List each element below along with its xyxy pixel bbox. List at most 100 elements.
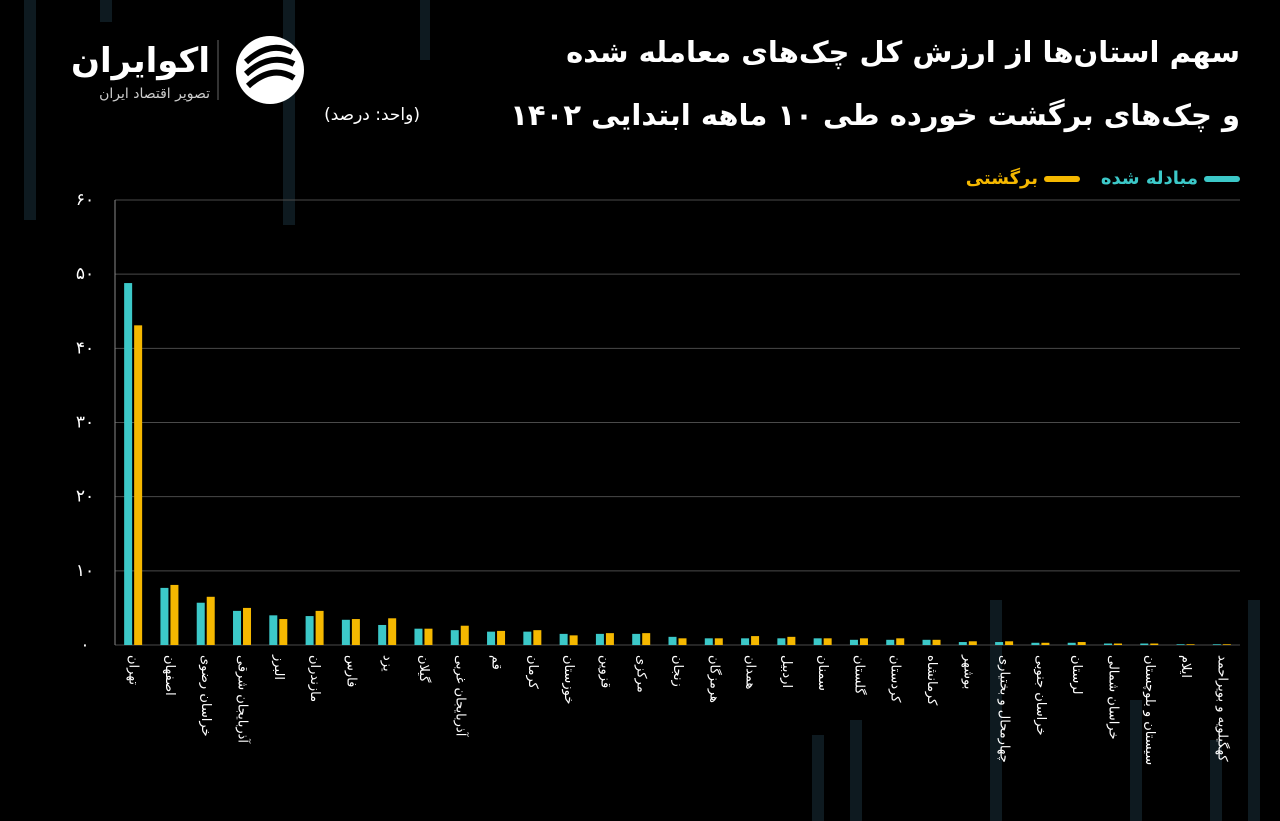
bar [533,630,542,645]
bar [787,636,796,645]
bar [388,618,397,645]
x-tick-label: کرمانشاه [924,655,939,706]
bar [958,642,967,645]
legend-label: برگشتی [966,167,1038,189]
bar [124,283,133,645]
bar [678,638,687,645]
x-tick-label: تهران [126,655,141,685]
x-tick-label: مرکزی [634,655,649,693]
bar [1176,644,1185,645]
bar [1212,644,1221,645]
bar [1150,643,1159,645]
x-tick-label: اصفهان [162,655,177,696]
x-tick-label: خوزستان [561,655,576,704]
bar [714,638,723,645]
x-tick-label: بوشهر [960,654,975,689]
bar [1067,642,1076,645]
x-tick-label: کهگیلویه و بویراحمد [1214,655,1230,762]
y-tick-label: ۴۰ [76,338,94,358]
bar [424,628,433,645]
bar [741,638,750,645]
y-tick-label: ۰ [80,635,89,655]
bar [932,639,941,645]
bar [233,610,242,645]
bar [315,610,324,645]
bar [523,631,532,645]
bar [1005,641,1014,645]
bar [777,638,786,645]
x-tick-label: فارس [343,655,358,687]
y-tick-label: ۳۰ [76,413,94,433]
bar [849,639,858,645]
bar [605,633,614,645]
bar [450,630,459,645]
y-tick-label: ۵۰ [76,264,94,284]
bar [1140,643,1149,645]
x-tick-label: مازندران [307,655,322,702]
x-tick-label: خراسان شمالی [1105,655,1120,740]
x-tick-label: خراسان جنوبی [1033,655,1048,735]
y-tick-label: ۶۰ [76,190,94,210]
bar [414,628,423,645]
bar [813,638,822,645]
bar [1031,642,1040,645]
x-tick-label: سیستان و بلوچستان [1142,655,1157,765]
bar [269,615,278,645]
bar [704,638,713,645]
x-tick-label: آذربایجان شرقی [235,655,252,744]
bar [134,325,143,645]
bar [968,641,977,645]
bar [341,619,350,645]
bar [1077,642,1086,645]
bar [196,602,205,645]
background-decor [24,0,1260,821]
bar [823,638,832,645]
bar [497,630,506,645]
bar [995,642,1004,645]
x-tick-label: چهارمحال و بختیاری [997,655,1012,763]
bar [642,633,651,645]
x-tick-label: یزد [380,655,395,672]
y-tick-label: ۲۰ [76,487,94,507]
bar [487,631,496,645]
x-tick-label: ایلام [1178,655,1193,678]
x-tick-label: قزوین [597,655,612,688]
x-tick-label: خراسان رضوی [198,655,213,737]
bar [305,616,314,645]
brand-tagline: تصویر اقتصاد ایران [99,86,210,102]
y-tick-label: ۱۰ [76,561,94,581]
x-tick-label: همدان [743,655,758,689]
legend-swatch [1204,176,1240,182]
x-tick-label: قم [489,655,504,670]
x-tick-label: کردستان [888,655,903,703]
bar [922,639,931,645]
legend-swatch [1044,176,1080,182]
bar [668,636,677,645]
bar [1222,644,1231,645]
bar [378,624,387,645]
x-tick-label: آذربایجان غربی [452,655,469,738]
legend-label: مبادله شده [1101,168,1198,189]
bar [1103,643,1112,645]
bar [170,584,179,645]
bar [751,636,760,645]
bar [595,633,604,645]
bar [859,638,868,645]
bar [351,619,360,645]
bar [206,596,215,645]
logo: اکوایران تصویر اقتصاد ایران [71,36,304,104]
bar [1113,643,1122,645]
x-tick-label: سمنان [815,655,830,691]
bar [569,635,578,645]
chart-subtitle: (واحد: درصد) [324,105,420,125]
bar [559,633,568,645]
x-tick-label: زنجان [670,655,685,687]
bar [886,639,895,645]
chart-title-line2: و چک‌های برگشت خورده طی ۱۰ ماهه ابتدایی … [510,98,1240,133]
x-tick-label: اردبیل [779,655,794,688]
bar [460,625,469,645]
bar [1041,642,1050,645]
x-tick-label: البرز [271,654,286,680]
x-tick-label: گیلان [416,655,432,683]
